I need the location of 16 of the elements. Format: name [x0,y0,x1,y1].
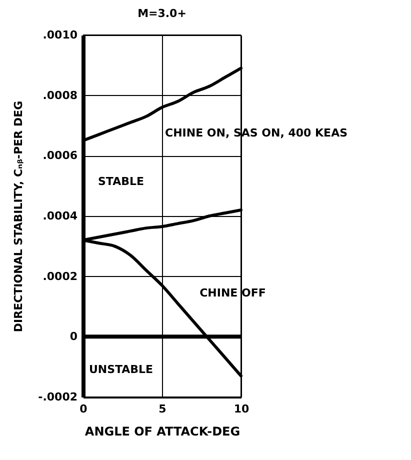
x-tick-label: 5 [158,402,166,416]
series-label: CHINE OFF [200,286,266,300]
y-axis-title: DIRECTIONAL STABILITY, Cₙᵦ-PER DEG [12,100,26,332]
y-tick-label: .0004 [42,210,78,222]
y-tick-label: 0 [70,330,78,344]
y-tick-label: .0006 [42,149,78,162]
y-tick-label: .0010 [42,28,78,42]
y-tick-label: -.0002 [38,390,78,404]
annotation: STABLE [98,175,144,188]
x-axis-title: ANGLE OF ATTACK-DEG [84,424,240,438]
y-tick-label: .0002 [42,270,78,283]
x-tick-label: 10 [234,402,250,416]
x-tick-label: 0 [80,402,88,416]
chart-title: M=3.0+ [138,7,186,20]
annotation: UNSTABLE [88,363,154,376]
y-tick-label: .0008 [42,88,78,102]
